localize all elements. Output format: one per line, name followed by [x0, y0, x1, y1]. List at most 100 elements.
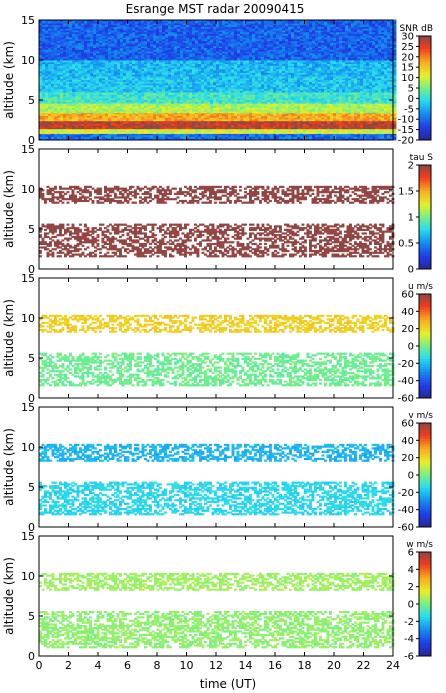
data-cell: [312, 133, 316, 136]
data-cell: [84, 130, 88, 133]
data-cell: [318, 127, 322, 130]
data-cell: [255, 136, 259, 139]
data-cell: [66, 134, 70, 137]
data-cell: [174, 136, 178, 139]
data-cell: [84, 138, 88, 141]
data-cell: [159, 127, 163, 130]
data-cell: [48, 138, 52, 141]
data-cell: [165, 136, 169, 139]
data-cell: [258, 128, 262, 131]
data-cell: [84, 125, 88, 128]
data-cell: [291, 138, 295, 141]
data-cell: [93, 128, 97, 131]
data-cell: [243, 131, 247, 134]
data-cell: [66, 131, 70, 134]
data-cell: [42, 128, 46, 131]
data-cell: [381, 128, 385, 131]
data-cell: [60, 138, 64, 141]
data-cell: [234, 136, 238, 139]
data-cell: [165, 128, 169, 131]
data-cell: [297, 130, 301, 133]
data-cell: [297, 134, 301, 137]
data-cell: [387, 133, 391, 136]
data-cell: [222, 131, 226, 134]
data-cell: [90, 128, 94, 131]
data-cell: [348, 130, 352, 133]
data-cell: [207, 127, 211, 130]
data-cell: [213, 127, 217, 130]
data-cell: [135, 138, 139, 141]
data-cell: [270, 131, 274, 134]
data-cell: [243, 127, 247, 130]
data-cell: [243, 133, 247, 136]
data-cell: [78, 128, 82, 131]
data-cell: [51, 131, 55, 134]
data-cell: [270, 133, 274, 136]
data-cell: [48, 131, 52, 134]
data-cell: [291, 136, 295, 139]
data-cell: [147, 134, 151, 137]
data-cell: [180, 138, 184, 141]
data-cell: [60, 125, 64, 128]
data-cell: [309, 136, 313, 139]
data-cell: [372, 138, 376, 141]
data-cell: [42, 136, 46, 139]
data-cell: [195, 133, 199, 136]
data-cell: [342, 138, 346, 141]
data-cell: [180, 130, 184, 133]
data-cell: [189, 138, 193, 141]
data-cell: [63, 134, 67, 137]
data-cell: [384, 131, 388, 134]
data-cell: [318, 138, 322, 141]
data-cell: [177, 134, 181, 137]
data-cell: [72, 136, 76, 139]
data-cell: [60, 130, 64, 133]
data-cell: [69, 125, 73, 128]
data-cell: [147, 138, 151, 141]
data-cell: [363, 136, 367, 139]
data-cell: [285, 138, 289, 141]
data-cell: [66, 133, 70, 136]
data-cell: [381, 133, 385, 136]
data-cell: [72, 127, 76, 130]
data-cell: [336, 136, 340, 139]
data-cell: [279, 138, 283, 141]
data-cell: [318, 131, 322, 134]
data-cell: [129, 130, 133, 133]
data-cell: [324, 130, 328, 133]
data-cell: [288, 128, 292, 131]
data-cell: [324, 136, 328, 139]
data-cell: [48, 128, 52, 131]
data-cell: [132, 130, 136, 133]
data-cell: [111, 133, 115, 136]
data-cell: [198, 128, 202, 131]
data-cell: [180, 131, 184, 134]
data-cell: [195, 131, 199, 134]
data-cell: [345, 128, 349, 131]
figure-title: Esrange MST radar 20090415: [126, 2, 305, 16]
data-cell: [375, 128, 379, 131]
data-cell: [276, 127, 280, 130]
data-cell: [120, 128, 124, 131]
data-cell: [192, 128, 196, 131]
data-cell: [165, 133, 169, 136]
data-cell: [114, 133, 118, 136]
data-cell: [105, 134, 109, 137]
data-cell: [39, 131, 43, 134]
data-layer: [39, 128, 397, 134]
data-cell: [324, 134, 328, 137]
data-cell: [159, 134, 163, 137]
data-cell: [177, 131, 181, 134]
data-cell: [105, 127, 109, 130]
data-cell: [126, 134, 130, 137]
data-cell: [189, 134, 193, 137]
data-cell: [312, 136, 316, 139]
data-cell: [300, 130, 304, 133]
data-cell: [180, 127, 184, 130]
data-cell: [189, 131, 193, 134]
data-cell: [57, 136, 61, 139]
data-cell: [45, 128, 49, 131]
data-cell: [282, 130, 286, 133]
